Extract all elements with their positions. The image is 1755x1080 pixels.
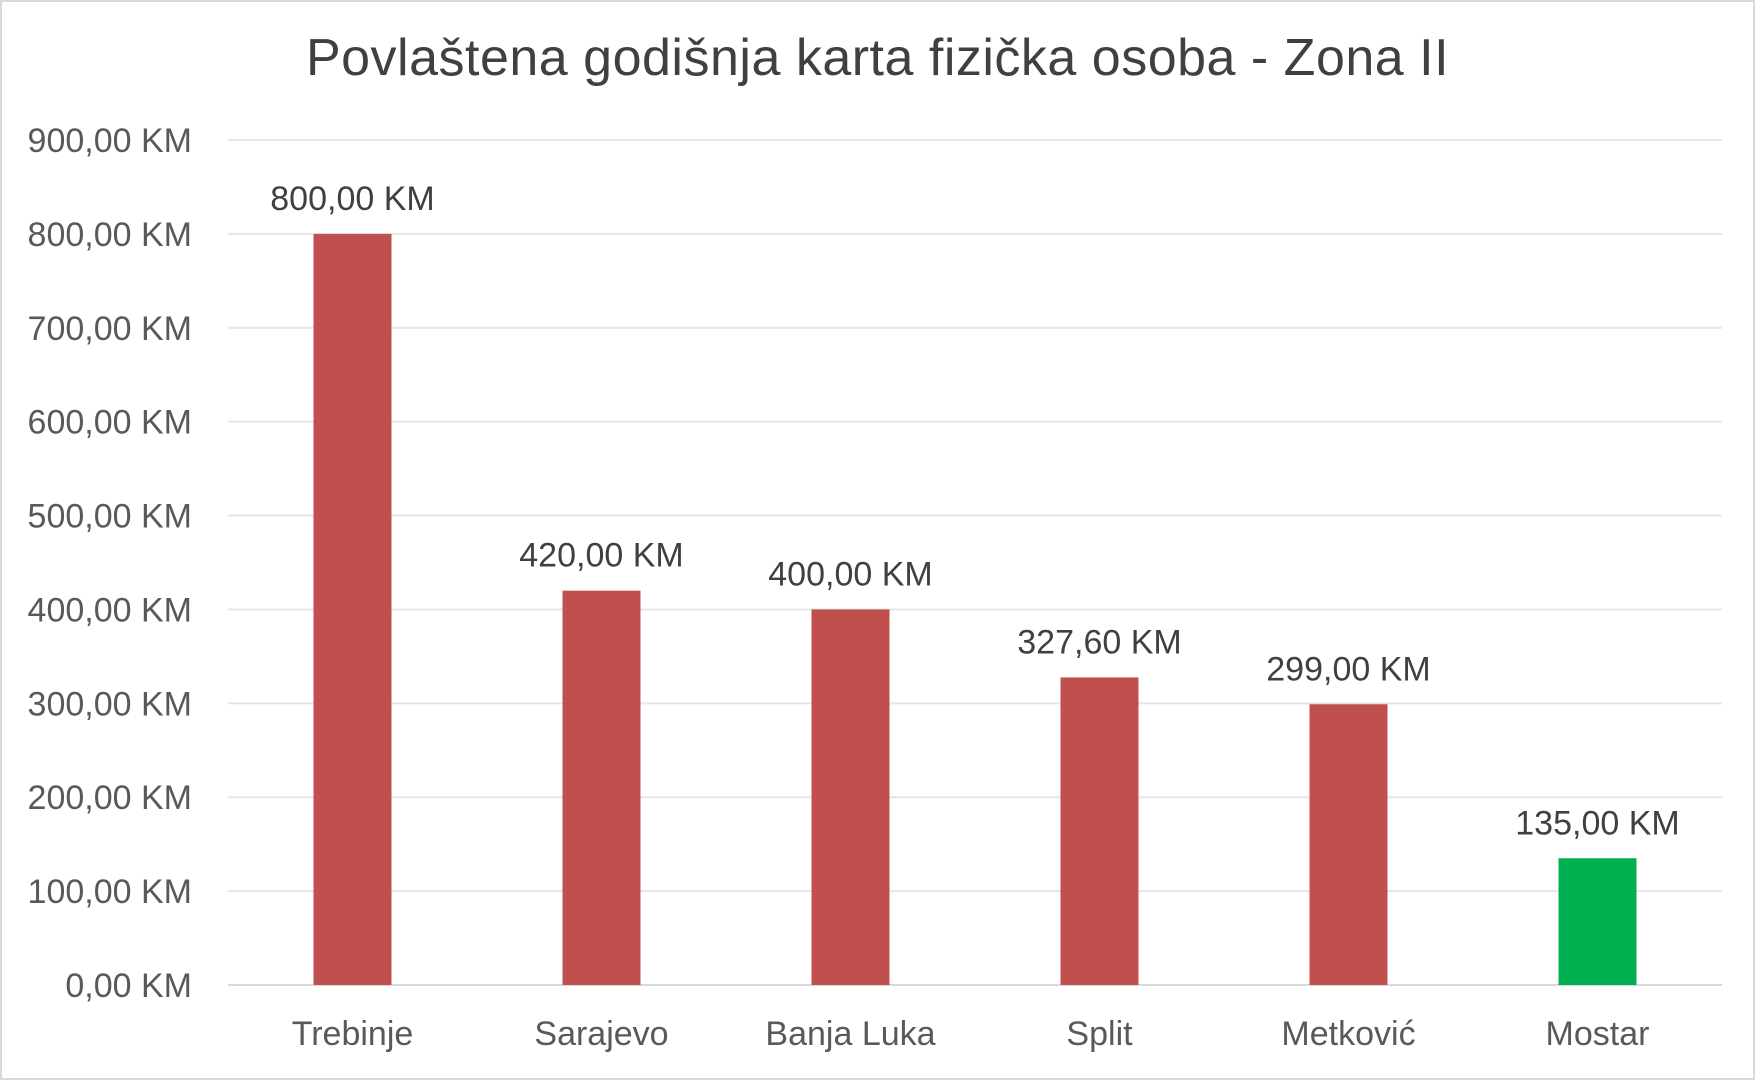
y-tick-label: 800,00 KM [28,216,192,254]
y-tick-label: 300,00 KM [28,685,192,723]
x-category-label: Trebinje [292,1015,414,1053]
bar [811,609,890,985]
x-axis-category-labels: Trebinje Sarajevo Banja Luka Split Metković M… [292,1015,1650,1053]
bar [313,233,392,985]
y-tick-label: 600,00 KM [28,404,192,442]
bars [313,233,1637,985]
bar-data-label: 420,00 KM [519,537,683,575]
bar [562,590,641,985]
y-axis-tick-labels: 0,00 KM 100,00 KM 200,00 KM 300,00 KM 400,00… [28,122,192,1005]
gridlines [228,139,1722,986]
chart-title: Povlaštena godišnja karta fizička osoba … [305,29,1450,87]
bar [1060,677,1139,985]
bar-data-label: 400,00 KM [768,555,932,593]
y-tick-label: 100,00 KM [28,873,192,911]
x-category-label: Banja Luka [765,1015,935,1053]
x-category-label: Mostar [1546,1015,1650,1053]
y-tick-label: 900,00 KM [28,122,192,160]
x-category-label: Sarajevo [534,1015,668,1053]
y-tick-label: 0,00 KM [65,967,192,1005]
bar [1309,704,1388,985]
bar [1558,858,1637,985]
data-labels: 800,00 KM 420,00 KM 400,00 KM 327,60 KM 299,… [270,180,1679,842]
x-category-label: Split [1066,1015,1133,1053]
bar-data-label: 327,60 KM [1017,623,1181,661]
y-tick-label: 700,00 KM [28,310,192,348]
bar-data-label: 135,00 KM [1515,804,1679,842]
y-tick-label: 200,00 KM [28,779,192,817]
x-category-label: Metković [1281,1015,1415,1053]
bar-data-label: 800,00 KM [270,180,434,218]
y-tick-label: 400,00 KM [28,591,192,629]
y-tick-label: 500,00 KM [28,498,192,536]
bar-data-label: 299,00 KM [1266,650,1430,688]
